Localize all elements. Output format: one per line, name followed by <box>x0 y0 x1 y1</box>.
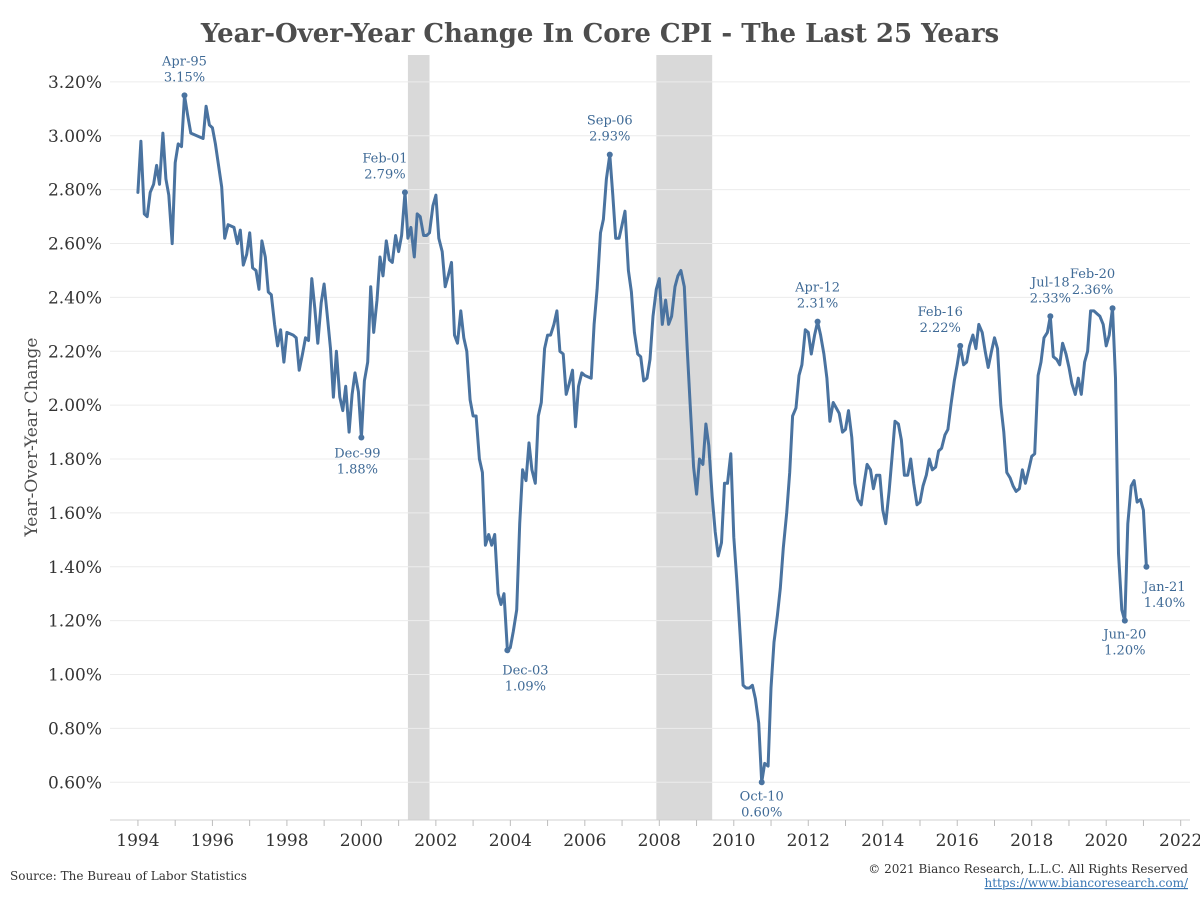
series-line-1 <box>136 93 1148 784</box>
annotation-marker <box>358 434 365 441</box>
annotation-value-label: 2.33% <box>1030 291 1071 306</box>
y-tick-label: 1.20% <box>48 612 102 632</box>
annotation-value-label: 1.88% <box>337 463 378 478</box>
annotation-date-label: Feb-01 <box>362 151 407 166</box>
x-tick-label: 2020 <box>1085 831 1128 851</box>
y-tick-label: 3.00% <box>48 127 102 147</box>
y-tick-label: 2.00% <box>48 396 102 416</box>
chart-title: Year-Over-Year Change In Core CPI - The … <box>200 19 999 49</box>
source-note: Source: The Bureau of Labor Statistics <box>10 869 247 883</box>
copyright-note: © 2021 Bianco Research, L.L.C. All Right… <box>868 862 1188 876</box>
annotation-date-label: Dec-03 <box>502 663 548 678</box>
y-gridlines <box>110 81 1190 783</box>
y-tick-label: 1.00% <box>48 666 102 686</box>
x-tick-label: 2004 <box>489 831 532 851</box>
y-tick-label: 2.60% <box>48 235 102 255</box>
x-tick-label: 2012 <box>787 831 830 851</box>
annotation-value-label: 1.20% <box>1104 644 1145 659</box>
x-tick-label: 2008 <box>638 831 681 851</box>
annotation-marker <box>606 151 613 158</box>
y-tick-label: 0.60% <box>48 773 102 793</box>
recession-band-2 <box>656 55 713 820</box>
annotation-marker <box>1121 617 1128 624</box>
annotation-date-label: Dec-99 <box>334 447 380 462</box>
annotation-marker <box>1143 563 1150 570</box>
x-axis: 1994 1996 1998 2000 2002 2004 2006 2008 2010 2012… <box>110 819 1200 851</box>
annotation-date-label: Apr-95 <box>161 54 207 69</box>
annotation-value-label: 2.22% <box>920 321 961 336</box>
x-tick-label: 1994 <box>116 831 159 851</box>
annotation-date-label: Feb-16 <box>918 305 963 320</box>
y-tick-label: 3.20% <box>48 73 102 93</box>
data-series <box>136 93 1148 784</box>
annotation-date-label: Feb-20 <box>1070 267 1115 282</box>
annotation-date-label: Apr-12 <box>794 281 840 296</box>
y-tick-label: 0.80% <box>48 719 102 739</box>
y-tick-label: 1.60% <box>48 504 102 524</box>
recession-shading <box>407 55 713 820</box>
annotation-value-label: 2.36% <box>1072 283 1113 298</box>
annotation-marker <box>814 318 821 325</box>
website-link[interactable]: https://www.biancoresearch.com/ <box>984 876 1188 890</box>
annotation-marker <box>401 189 408 196</box>
annotation-value-label: 2.93% <box>589 130 630 145</box>
x-tick-label: 2018 <box>1010 831 1053 851</box>
annotation-value-label: 3.15% <box>164 70 205 85</box>
annotation-date-label: Jun-20 <box>1101 628 1146 643</box>
x-tick-label: 2006 <box>563 831 606 851</box>
annotation-marker <box>1047 313 1054 320</box>
annotation-value-label: 2.31% <box>797 297 838 312</box>
annotation-value-label: 2.79% <box>364 167 405 182</box>
y-tick-label: 2.20% <box>48 342 102 362</box>
annotation-date-label: Jul-18 <box>1029 275 1070 290</box>
annotation-value-label: 1.09% <box>505 679 546 694</box>
x-tick-label: 2016 <box>936 831 979 851</box>
y-axis-title: Year-Over-Year Change <box>22 338 42 538</box>
annotation-marker <box>181 92 188 99</box>
x-tick-label: 2010 <box>712 831 755 851</box>
x-tick-label: 2000 <box>340 831 383 851</box>
y-axis-tick-labels: 0.60% 0.80% 1.00% 1.20% 1.40% 1.60% 1.80% 2.00%… <box>48 73 102 793</box>
annotations: Apr-953.15%Dec-991.88%Feb-012.79%Dec-031… <box>161 54 1186 820</box>
y-tick-label: 2.80% <box>48 181 102 201</box>
annotation-date-label: Sep-06 <box>587 114 633 129</box>
x-tick-label: 2002 <box>414 831 457 851</box>
x-tick-label: 1998 <box>265 831 308 851</box>
annotation-marker <box>957 342 964 349</box>
recession-band-1 <box>407 55 430 820</box>
annotation-value-label: 0.60% <box>741 805 782 820</box>
annotation-marker <box>1109 305 1116 312</box>
y-tick-label: 2.40% <box>48 288 102 308</box>
x-tick-label: 1996 <box>191 831 234 851</box>
x-tick-label: 2022 <box>1159 831 1200 851</box>
y-tick-label: 1.40% <box>48 558 102 578</box>
x-tick-label: 2014 <box>861 831 904 851</box>
annotation-date-label: Jan-21 <box>1141 580 1185 595</box>
annotation-marker <box>504 647 511 654</box>
annotation-date-label: Oct-10 <box>740 789 784 804</box>
annotation-value-label: 1.40% <box>1144 596 1185 611</box>
y-tick-label: 1.80% <box>48 450 102 470</box>
annotation-marker <box>758 779 765 786</box>
